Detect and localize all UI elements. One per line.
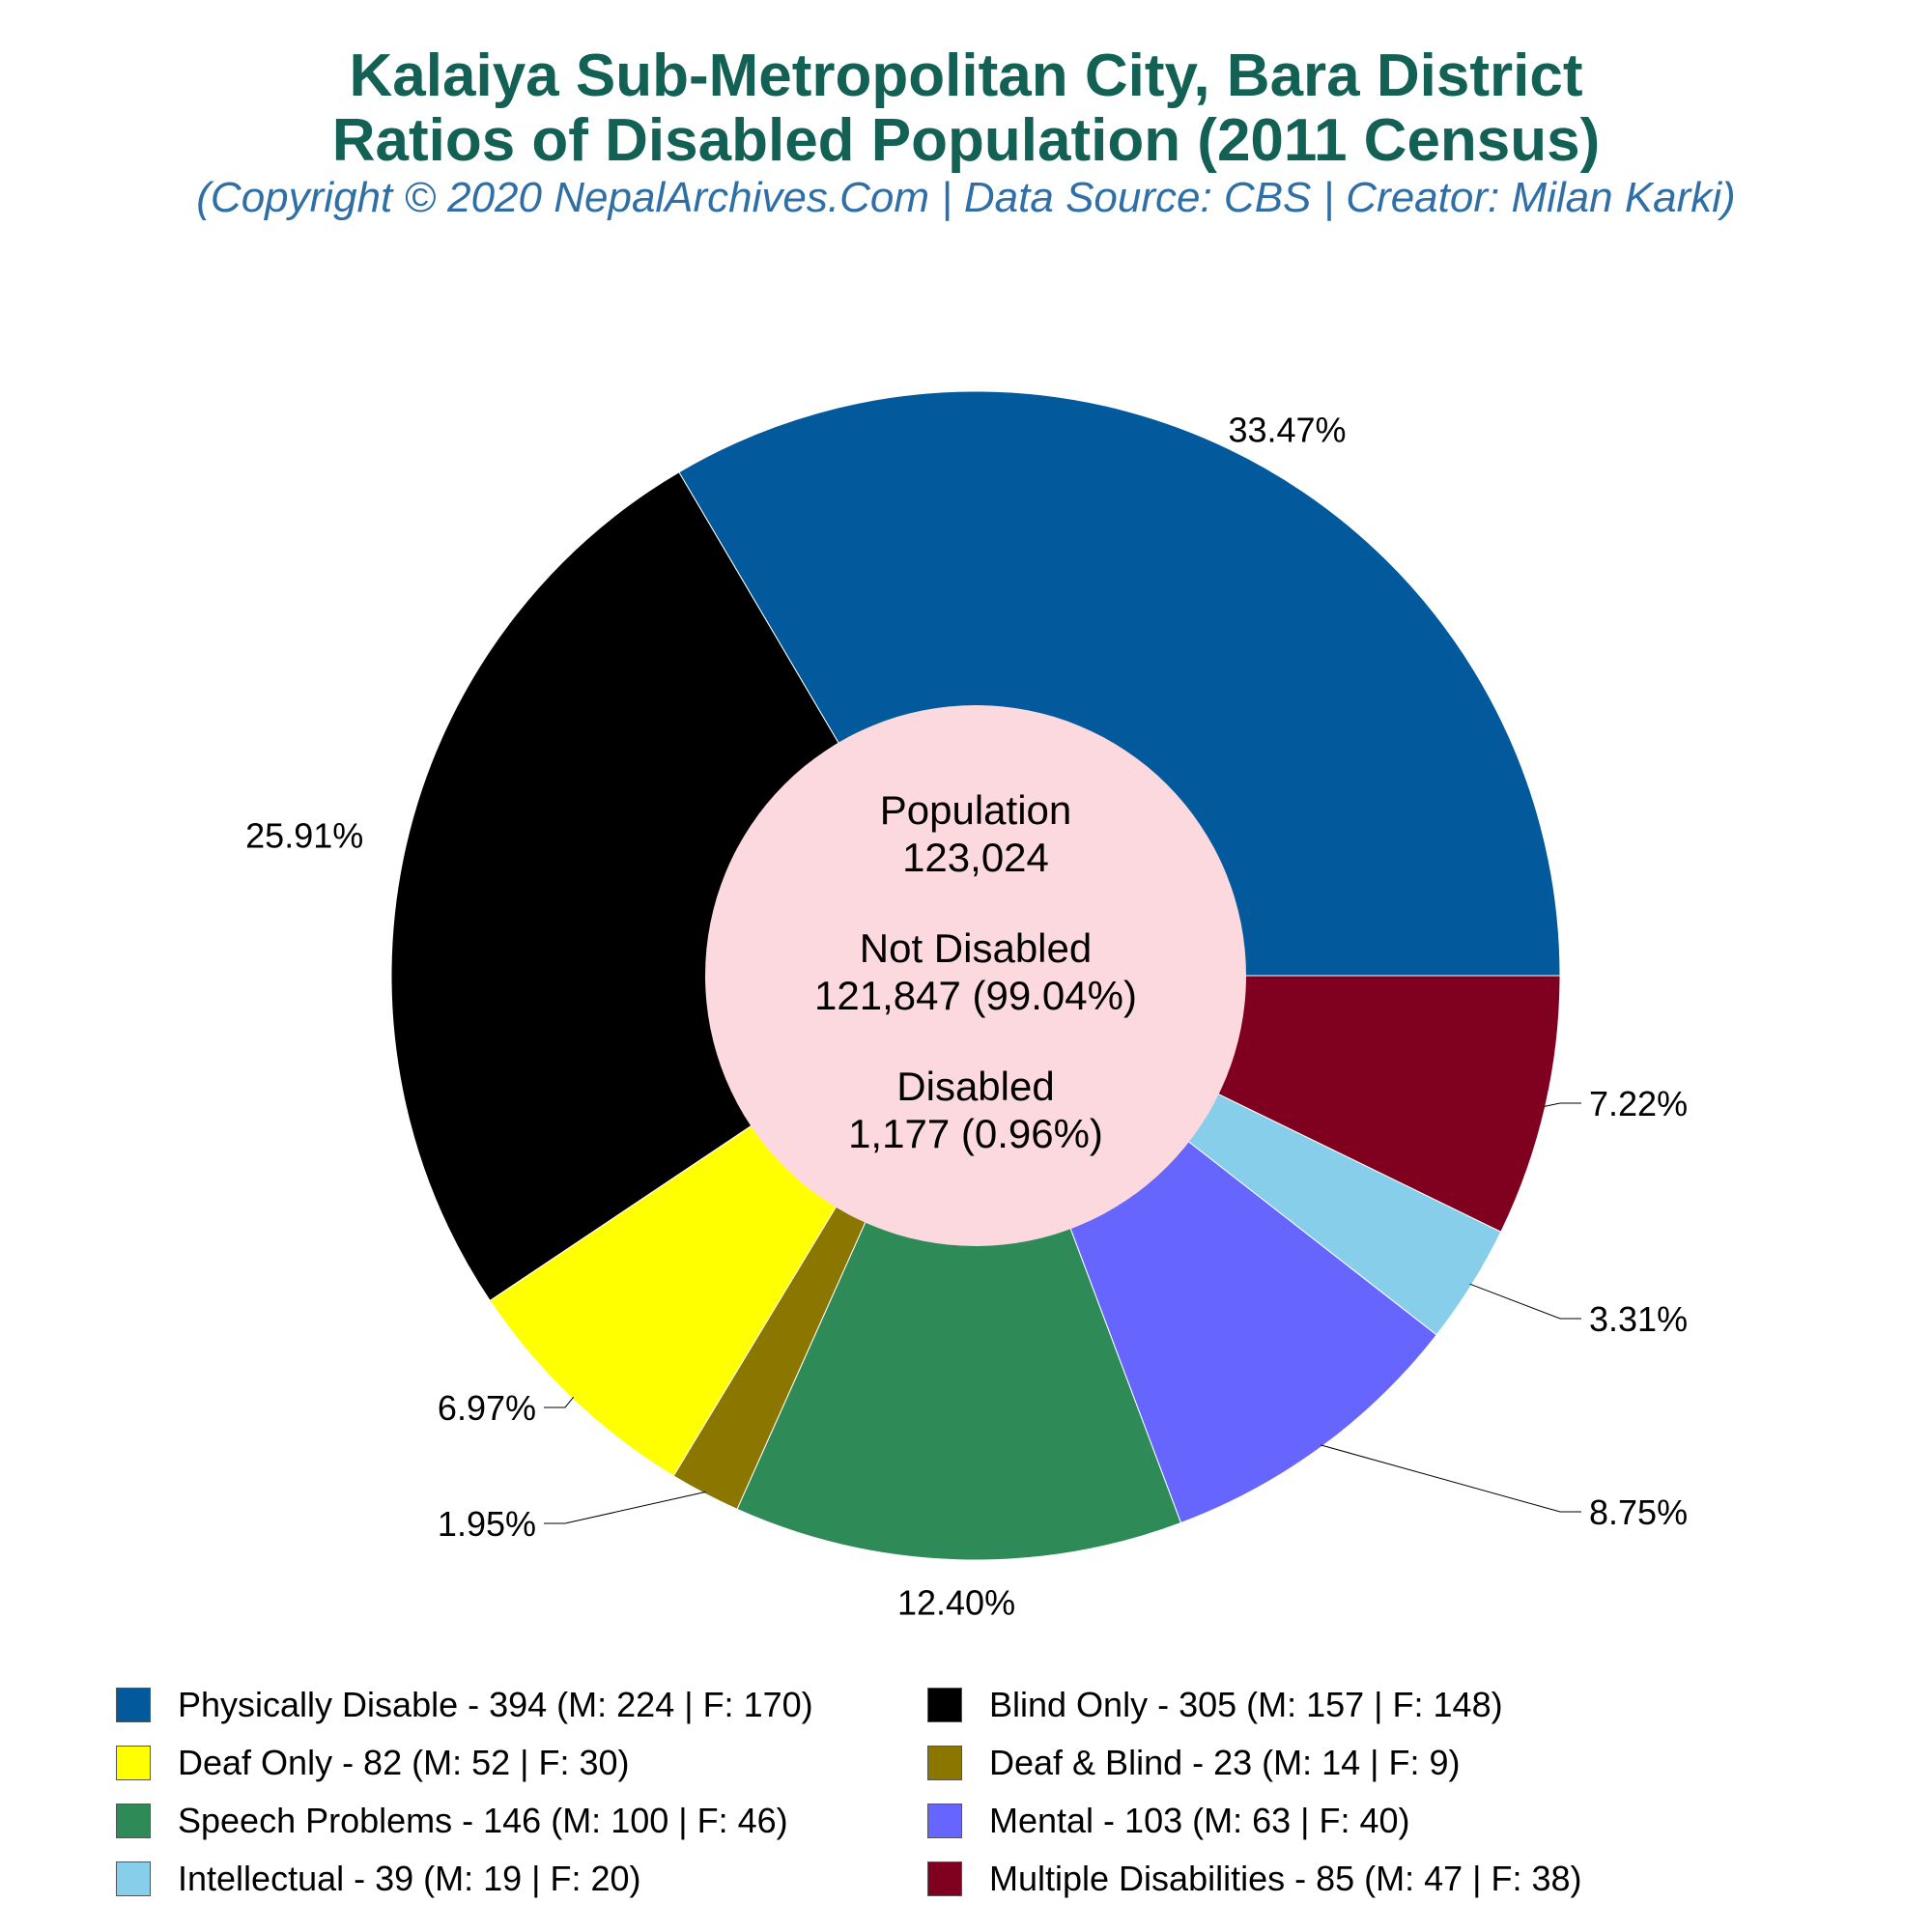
percent-label: 1.95%	[438, 1504, 536, 1544]
legend-label: Multiple Disabilities - 85 (M: 47 | F: 3…	[989, 1859, 1582, 1898]
percent-label: 12.40%	[897, 1583, 1015, 1623]
percent-label: 3.31%	[1589, 1299, 1688, 1339]
legend-item: Deaf Only - 82 (M: 52 | F: 30)	[116, 1739, 630, 1787]
legend-item: Multiple Disabilities - 85 (M: 47 | F: 3…	[927, 1855, 1582, 1903]
leader-line	[544, 1491, 706, 1524]
center-text: Population 123,024 Not Disabled 121,847 …	[814, 787, 1137, 1156]
legend-swatch	[116, 1688, 151, 1722]
legend-item: Mental - 103 (M: 63 | F: 40)	[927, 1797, 1410, 1845]
donut-chart: 33.47% 25.91% 6.97% 1.95% 12.40% 8.75% 3.31% 7.…	[245, 390, 1688, 1623]
legend-swatch	[116, 1804, 151, 1838]
legend-label: Mental - 103 (M: 63 | F: 40)	[989, 1801, 1410, 1840]
legend-swatch	[116, 1746, 151, 1780]
legend-swatch	[927, 1804, 962, 1838]
percent-label: 8.75%	[1589, 1492, 1688, 1532]
legend-item: Physically Disable - 394 (M: 224 | F: 17…	[116, 1681, 813, 1729]
percent-label: 6.97%	[438, 1388, 536, 1428]
center-circle	[705, 705, 1246, 1246]
legend-swatch	[927, 1861, 962, 1896]
legend-swatch	[116, 1861, 151, 1896]
legend-item: Deaf & Blind - 23 (M: 14 | F: 9)	[927, 1739, 1461, 1787]
center-disabled-value: 1,177 (0.96%)	[848, 1111, 1103, 1156]
legend-label: Deaf Only - 82 (M: 52 | F: 30)	[178, 1743, 630, 1782]
chart-title-line-1: Kalaiya Sub-Metropolitan City, Bara Dist…	[349, 43, 1583, 109]
pie-slice-speech-problems	[736, 974, 1182, 1561]
center-not-disabled-value: 121,847 (99.04%)	[814, 973, 1137, 1018]
leader-lines	[544, 1102, 1581, 1524]
leader-line	[544, 1396, 575, 1408]
leader-line	[1543, 1102, 1581, 1108]
percent-label: 33.47%	[1228, 411, 1346, 450]
legend-label: Speech Problems - 146 (M: 100 | F: 46)	[178, 1801, 788, 1840]
leader-line	[1469, 1283, 1581, 1320]
percent-label: 25.91%	[245, 815, 363, 855]
percent-label: 7.22%	[1589, 1084, 1688, 1123]
legend-label: Intellectual - 39 (M: 19 | F: 20)	[178, 1859, 641, 1898]
pie-slice-blind-only	[390, 471, 977, 1302]
percent-labels: 33.47% 25.91% 6.97% 1.95% 12.40% 8.75% 3.31% 7.…	[245, 411, 1688, 1623]
chart-title-line-2: Ratios of Disabled Population (2011 Cens…	[331, 107, 1601, 174]
legend-item: Intellectual - 39 (M: 19 | F: 20)	[116, 1855, 641, 1903]
leader-line	[1321, 1444, 1581, 1513]
legend-swatch	[927, 1688, 962, 1722]
center-population-value: 123,024	[902, 835, 1049, 880]
center-population-label: Population	[880, 787, 1072, 833]
legend-item: Speech Problems - 146 (M: 100 | F: 46)	[116, 1797, 788, 1845]
legend-label: Blind Only - 305 (M: 157 | F: 148)	[989, 1685, 1503, 1724]
legend-label: Deaf & Blind - 23 (M: 14 | F: 9)	[989, 1743, 1461, 1782]
legend-swatch	[927, 1746, 962, 1780]
center-not-disabled-label: Not Disabled	[860, 925, 1092, 971]
legend-item: Blind Only - 305 (M: 157 | F: 148)	[927, 1681, 1503, 1729]
legend-label: Physically Disable - 394 (M: 224 | F: 17…	[178, 1685, 813, 1724]
chart-subtitle: (Copyright © 2020 NepalArchives.Com | Da…	[196, 174, 1736, 221]
center-disabled-label: Disabled	[896, 1064, 1054, 1109]
